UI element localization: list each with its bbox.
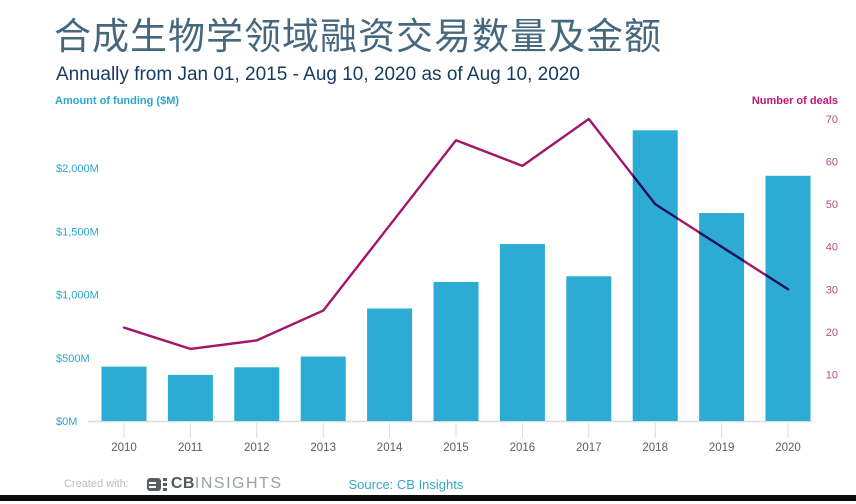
left-tick-label-500: $500M [56,353,90,365]
created-with-label: Created with: [64,478,129,490]
x-label-2013: 2013 [310,442,336,454]
right-tick-label-50: 50 [826,199,838,211]
left-tick-label-0: $0M [56,416,77,428]
funding-bar-2014[interactable] [367,308,413,421]
cbinsights-logo-dots-icon [162,477,167,491]
funding-bar-2010[interactable] [101,366,147,421]
x-label-2019: 2019 [709,442,735,454]
logo-text-cb: CB [170,475,195,492]
left-axis-title: Amount of funding ($M) [55,95,180,107]
chart-title: 合成生物学领域融资交易数量及金额 [54,16,662,57]
x-label-2012: 2012 [244,442,270,454]
funding-bar-2020[interactable] [765,175,811,421]
bottom-border-bar [0,495,856,501]
funding-bar-2019[interactable] [699,213,745,421]
right-tick-label-40: 40 [826,242,838,254]
x-label-2015: 2015 [443,442,469,454]
left-tick-label-1000: $1,000M [56,290,99,302]
funding-bar-2015[interactable] [433,281,479,421]
cbinsights-logo: CB INSIGHTS [146,475,283,493]
funding-bar-2013[interactable] [300,356,346,421]
right-tick-label-60: 60 [826,157,838,169]
x-label-2014: 2014 [377,442,403,454]
x-label-2018: 2018 [642,442,668,454]
chart-subtitle: Annually from Jan 01, 2015 - Aug 10, 202… [56,64,580,85]
logo-text-insights: INSIGHTS [194,475,283,492]
funding-bar-2016[interactable] [499,244,545,421]
x-label-2017: 2017 [576,442,602,454]
left-tick-label-2000: $2,000M [56,163,99,175]
funding-bar-2017[interactable] [566,276,612,421]
x-label-2020: 2020 [775,442,801,454]
left-tick-label-1500: $1,500M [56,226,99,238]
right-tick-label-20: 20 [826,327,838,339]
right-tick-label-30: 30 [826,284,838,296]
x-label-2010: 2010 [111,442,137,454]
footer: Created with: CB INSIGHTS Source: CB Ins… [0,474,856,494]
funding-bar-2012[interactable] [234,367,280,421]
x-label-2011: 2011 [178,442,203,454]
funding-bar-2011[interactable] [167,374,213,421]
right-tick-label-70: 70 [826,114,838,126]
source-link[interactable]: Source: CB Insights [348,476,464,492]
x-label-2016: 2016 [510,442,536,454]
funding-bar-2018[interactable] [632,130,678,421]
cbinsights-logo-icon [146,477,161,491]
deals-line [122,117,790,351]
right-tick-label-10: 10 [826,369,838,381]
right-axis-title: Number of deals [751,95,838,107]
